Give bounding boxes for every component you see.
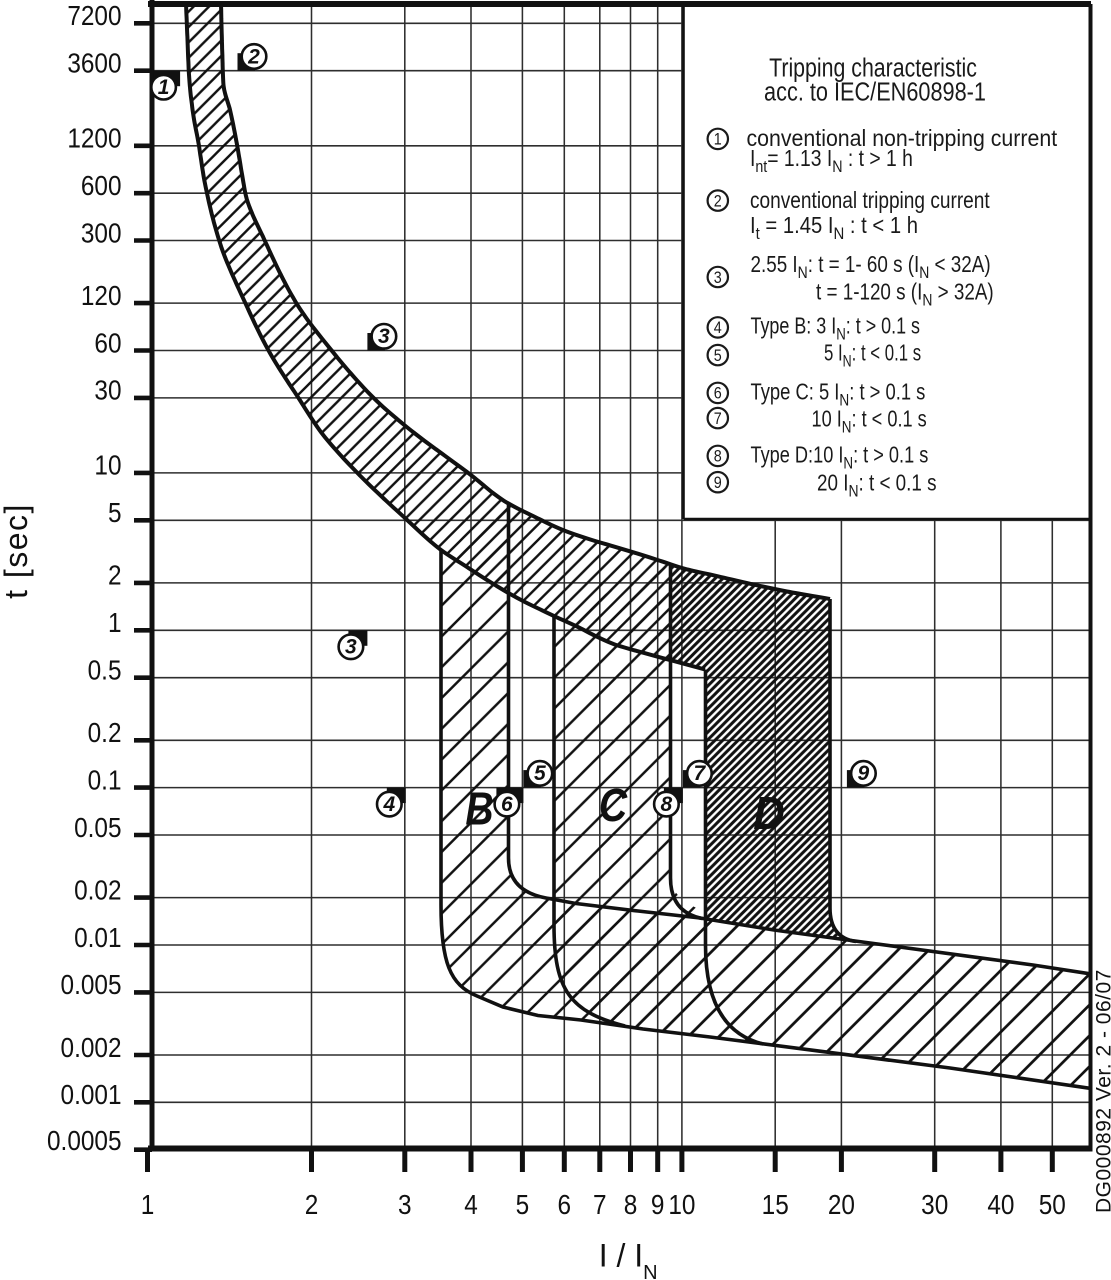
- svg-text:Int​= 1.13 IN​ : t > 1 h: Int​= 1.13 IN​ : t > 1 h: [750, 147, 913, 177]
- svg-text:6: 6: [714, 385, 722, 403]
- svg-text:0.2: 0.2: [88, 716, 122, 748]
- svg-text:3: 3: [378, 325, 390, 348]
- svg-text:2: 2: [108, 559, 122, 591]
- svg-text:60: 60: [94, 327, 121, 359]
- svg-text:300: 300: [81, 217, 122, 249]
- svg-text:8: 8: [624, 1188, 638, 1220]
- svg-text:0.02: 0.02: [74, 874, 121, 906]
- svg-text:1: 1: [108, 606, 122, 638]
- svg-text:5: 5: [108, 496, 122, 528]
- svg-text:0.002: 0.002: [61, 1031, 122, 1063]
- svg-text:0.5: 0.5: [88, 654, 122, 686]
- svg-text:5: 5: [534, 762, 546, 785]
- svg-text:4: 4: [464, 1188, 478, 1220]
- svg-text:30: 30: [94, 374, 121, 406]
- svg-text:1: 1: [714, 131, 722, 149]
- svg-text:5 IN​: t < 0.1 s: 5 IN​: t < 0.1 s: [824, 341, 921, 371]
- svg-text:120: 120: [81, 279, 122, 311]
- svg-text:B: B: [465, 784, 493, 836]
- svg-text:1200: 1200: [67, 122, 121, 154]
- svg-text:conventional non-tripping curr: conventional non-tripping current: [747, 125, 1058, 151]
- svg-text:1: 1: [158, 76, 170, 99]
- svg-text:0.005: 0.005: [61, 969, 122, 1001]
- svg-text:30: 30: [921, 1188, 948, 1220]
- svg-text:2: 2: [714, 193, 722, 211]
- svg-text:4: 4: [714, 319, 722, 337]
- svg-text:20 IN​: t < 0.1 s: 20 IN​: t < 0.1 s: [817, 471, 937, 501]
- svg-text:0.001: 0.001: [61, 1078, 122, 1110]
- svg-text:15: 15: [762, 1188, 789, 1220]
- svg-text:3: 3: [714, 269, 722, 287]
- svg-text:1: 1: [141, 1188, 155, 1220]
- svg-text:6: 6: [501, 793, 513, 816]
- svg-text:20: 20: [828, 1188, 855, 1220]
- svg-text:9: 9: [714, 474, 722, 492]
- svg-text:3: 3: [398, 1188, 412, 1220]
- svg-text:3600: 3600: [67, 47, 121, 79]
- svg-text:Type B: 3 IN​: t > 0.1 s: Type B: 3 IN​: t > 0.1 s: [751, 313, 921, 344]
- svg-text:8: 8: [661, 793, 673, 816]
- svg-text:5: 5: [516, 1188, 530, 1220]
- svg-text:t = 1-120 s (IN​ > 32A): t = 1-120 s (IN​ > 32A): [816, 280, 994, 310]
- svg-text:4: 4: [382, 793, 395, 816]
- svg-text:C: C: [599, 780, 628, 832]
- svg-text:D: D: [753, 787, 785, 839]
- svg-text:0.05: 0.05: [74, 811, 121, 843]
- svg-text:7: 7: [593, 1188, 607, 1220]
- svg-text:0.1: 0.1: [88, 764, 122, 796]
- svg-text:600: 600: [81, 169, 122, 201]
- svg-text:2: 2: [305, 1188, 319, 1220]
- svg-text:0.01: 0.01: [74, 921, 121, 953]
- svg-text:Tripping characteristic: Tripping characteristic: [769, 54, 977, 84]
- svg-text:7: 7: [714, 410, 722, 428]
- svg-text:2: 2: [247, 45, 260, 68]
- svg-text:5: 5: [714, 347, 722, 365]
- svg-text:3: 3: [345, 636, 357, 659]
- svg-text:8: 8: [714, 448, 722, 466]
- svg-text:acc. to IEC/EN60898-1: acc. to IEC/EN60898-1: [764, 78, 986, 107]
- svg-text:6: 6: [558, 1188, 572, 1220]
- svg-text:9: 9: [651, 1188, 665, 1220]
- svg-text:10 IN​: t < 0.1 s: 10 IN​: t < 0.1 s: [812, 407, 927, 437]
- svg-text:Type C: 5 IN​: t > 0.1 s: Type C: 5 IN​: t > 0.1 s: [751, 380, 926, 410]
- svg-text:10: 10: [668, 1188, 695, 1220]
- svg-text:conventional tripping current: conventional tripping current: [750, 188, 990, 213]
- svg-text:40: 40: [987, 1188, 1014, 1220]
- svg-text:0.0005: 0.0005: [47, 1124, 121, 1156]
- svg-text:9: 9: [858, 762, 870, 785]
- svg-text:Type D:10 IN​: t > 0.1 s: Type D:10 IN​: t > 0.1 s: [751, 443, 929, 473]
- svg-text:t [sec]: t [sec]: [0, 503, 34, 599]
- svg-text:7200: 7200: [67, 0, 121, 32]
- svg-text:7: 7: [694, 762, 707, 785]
- svg-text:50: 50: [1039, 1188, 1066, 1220]
- svg-text:DG000892 Ver. 2 - 06/07: DG000892 Ver. 2 - 06/07: [1093, 969, 1111, 1213]
- svg-text:10: 10: [94, 449, 121, 481]
- svg-text:2.55 IN​: t = 1- 60 s (IN​ < 3: 2.55 IN​: t = 1- 60 s (IN​ < 32A): [751, 252, 991, 282]
